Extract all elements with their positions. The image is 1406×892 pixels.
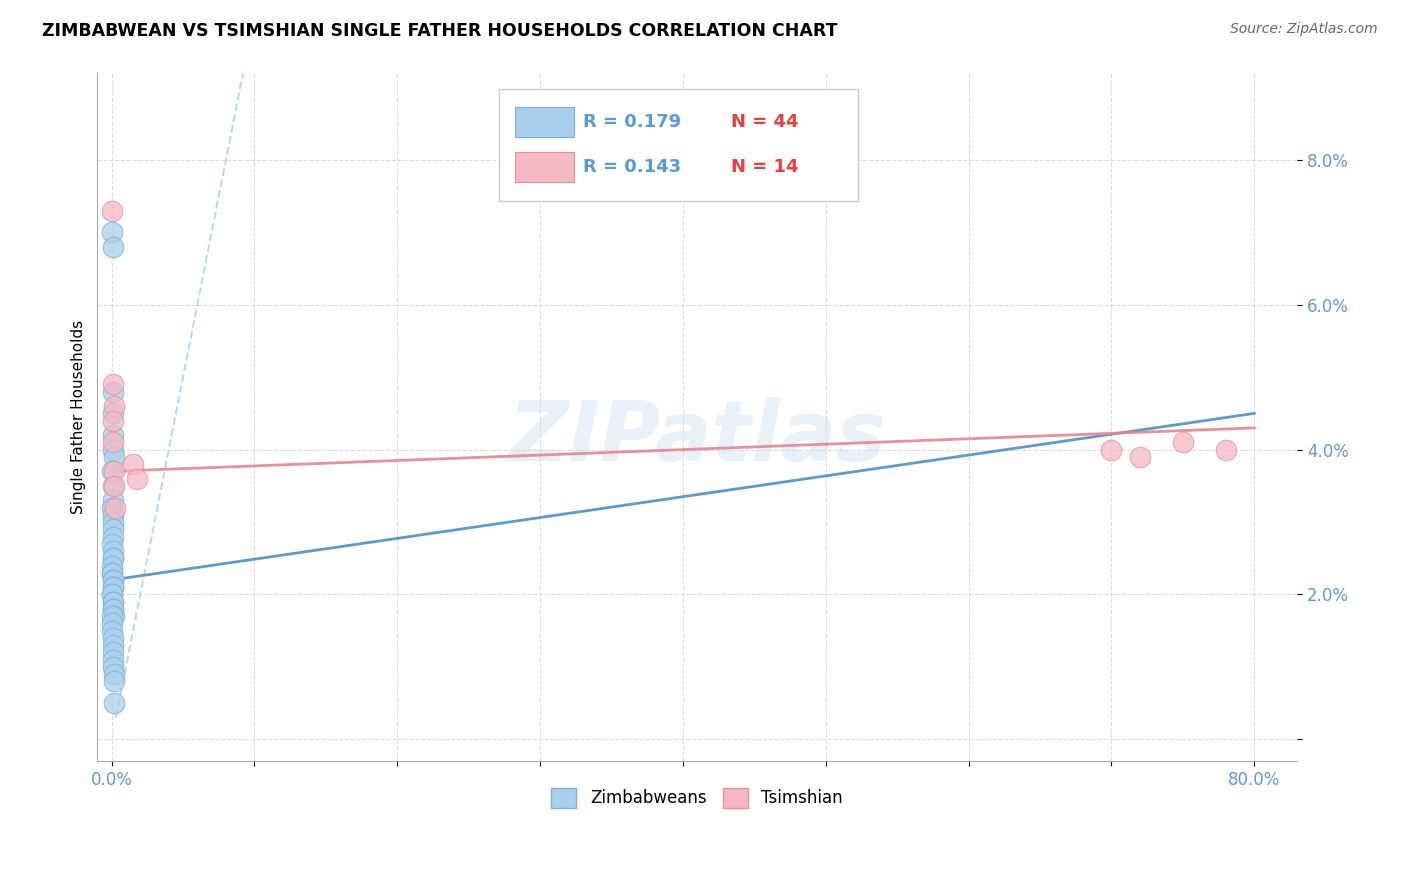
Point <box>122 457 145 471</box>
Point <box>101 645 124 659</box>
Point <box>101 464 124 478</box>
Point <box>101 442 124 457</box>
Text: Source: ZipAtlas.com: Source: ZipAtlas.com <box>1230 22 1378 37</box>
Point <box>101 428 124 442</box>
Point <box>101 580 124 594</box>
Point <box>101 515 124 529</box>
Point <box>101 616 124 631</box>
Point <box>103 414 125 428</box>
Point <box>101 624 124 638</box>
Point <box>101 544 124 558</box>
Text: N = 14: N = 14 <box>731 158 799 176</box>
Point <box>101 638 124 652</box>
Point <box>101 595 124 609</box>
Point <box>101 508 124 522</box>
Point <box>101 573 124 587</box>
Point <box>101 602 124 616</box>
Point <box>103 660 125 674</box>
Point <box>101 595 124 609</box>
Point <box>101 377 124 392</box>
Point <box>103 399 125 413</box>
Point <box>101 240 124 254</box>
Point <box>101 631 124 645</box>
Point <box>101 435 124 450</box>
Text: N = 44: N = 44 <box>731 113 799 131</box>
Text: ZIMBABWEAN VS TSIMSHIAN SINGLE FATHER HOUSEHOLDS CORRELATION CHART: ZIMBABWEAN VS TSIMSHIAN SINGLE FATHER HO… <box>42 22 838 40</box>
Point <box>1171 435 1194 450</box>
Point <box>101 203 124 218</box>
Point <box>101 587 124 601</box>
Point <box>1099 442 1122 457</box>
Point <box>103 493 125 508</box>
Point <box>103 384 125 399</box>
Point <box>101 530 124 544</box>
Point <box>101 522 124 536</box>
Point <box>103 667 125 681</box>
Point <box>103 551 125 566</box>
Point <box>1129 450 1152 464</box>
Point <box>1215 442 1237 457</box>
Text: R = 0.179: R = 0.179 <box>583 113 682 131</box>
Point <box>101 551 124 566</box>
Point <box>101 537 124 551</box>
Point <box>101 580 124 594</box>
Point <box>101 500 124 515</box>
Point <box>104 500 127 515</box>
Point <box>103 479 125 493</box>
Point <box>103 464 125 478</box>
Point <box>127 472 149 486</box>
Point <box>101 587 124 601</box>
Point <box>103 602 125 616</box>
Point <box>103 696 125 710</box>
Text: R = 0.143: R = 0.143 <box>583 158 682 176</box>
Point <box>103 674 125 689</box>
Point <box>101 566 124 580</box>
Point <box>101 653 124 667</box>
Point <box>103 450 125 464</box>
Point <box>103 609 125 624</box>
Y-axis label: Single Father Households: Single Father Households <box>72 320 86 514</box>
Point <box>103 479 125 493</box>
Point <box>101 406 124 420</box>
Point <box>101 609 124 624</box>
Legend: Zimbabweans, Tsimshian: Zimbabweans, Tsimshian <box>544 781 849 814</box>
Text: ZIPatlas: ZIPatlas <box>509 397 886 478</box>
Point <box>101 566 124 580</box>
Point <box>101 225 124 239</box>
Point <box>101 558 124 573</box>
Point <box>101 573 124 587</box>
